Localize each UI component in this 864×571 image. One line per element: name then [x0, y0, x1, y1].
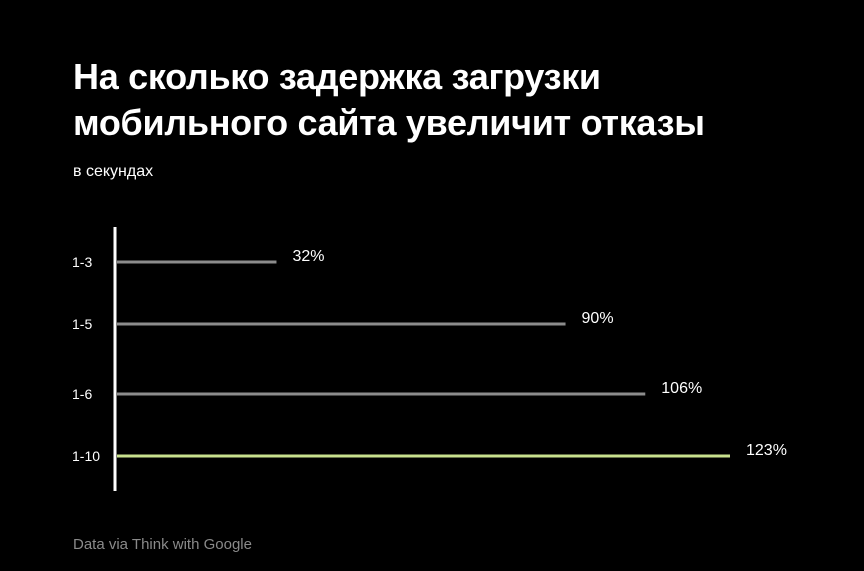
data-label: 106% [661, 380, 702, 397]
chart-title-line-2: мобильного сайта увеличит отказы [73, 102, 705, 143]
y-tick-label: 1-3 [72, 254, 92, 270]
data-label: 90% [582, 310, 614, 327]
chart-title-line-1: На сколько задержка загрузки [73, 56, 601, 97]
source-note: Data via Think with Google [73, 536, 252, 553]
data-label: 123% [746, 442, 787, 459]
bars-group: 1-3 32% 1-5 90% 1-6 106% 1-10 123% [72, 248, 787, 464]
chart-title: На сколько задержка загрузки мобильного … [73, 54, 833, 146]
y-tick-label: 1-5 [72, 316, 92, 332]
chart-subtitle: в секундах [73, 163, 154, 180]
data-label: 32% [292, 248, 324, 265]
y-tick-label: 1-10 [72, 448, 100, 464]
y-tick-label: 1-6 [72, 386, 92, 402]
